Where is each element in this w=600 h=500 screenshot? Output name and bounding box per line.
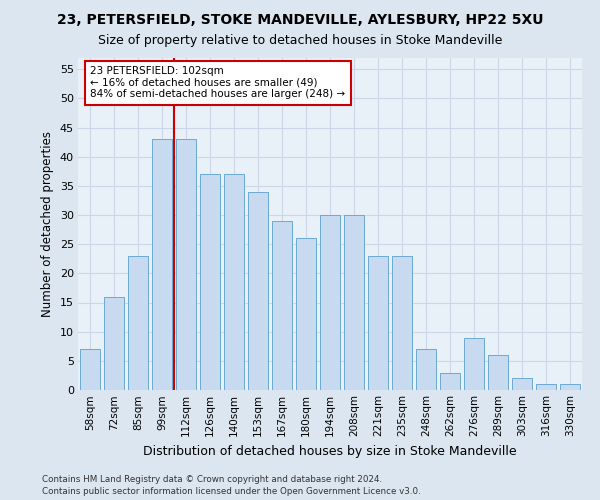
Bar	[272, 221, 292, 390]
X-axis label: Distribution of detached houses by size in Stoke Mandeville: Distribution of detached houses by size …	[143, 444, 517, 458]
Bar	[344, 215, 364, 390]
Text: 23, PETERSFIELD, STOKE MANDEVILLE, AYLESBURY, HP22 5XU: 23, PETERSFIELD, STOKE MANDEVILLE, AYLES…	[57, 12, 543, 26]
Bar	[104, 296, 124, 390]
Bar	[464, 338, 484, 390]
Y-axis label: Number of detached properties: Number of detached properties	[41, 130, 54, 317]
Text: Contains public sector information licensed under the Open Government Licence v3: Contains public sector information licen…	[42, 487, 421, 496]
Text: 23 PETERSFIELD: 102sqm
← 16% of detached houses are smaller (49)
84% of semi-det: 23 PETERSFIELD: 102sqm ← 16% of detached…	[91, 66, 346, 100]
Bar	[80, 349, 100, 390]
Text: Contains HM Land Registry data © Crown copyright and database right 2024.: Contains HM Land Registry data © Crown c…	[42, 475, 382, 484]
Bar	[536, 384, 556, 390]
Bar	[512, 378, 532, 390]
Bar	[152, 139, 172, 390]
Bar	[224, 174, 244, 390]
Bar	[440, 372, 460, 390]
Bar	[392, 256, 412, 390]
Bar	[176, 139, 196, 390]
Bar	[320, 215, 340, 390]
Bar	[560, 384, 580, 390]
Bar	[248, 192, 268, 390]
Bar	[368, 256, 388, 390]
Bar	[200, 174, 220, 390]
Bar	[488, 355, 508, 390]
Bar	[128, 256, 148, 390]
Bar	[416, 349, 436, 390]
Bar	[296, 238, 316, 390]
Text: Size of property relative to detached houses in Stoke Mandeville: Size of property relative to detached ho…	[98, 34, 502, 47]
